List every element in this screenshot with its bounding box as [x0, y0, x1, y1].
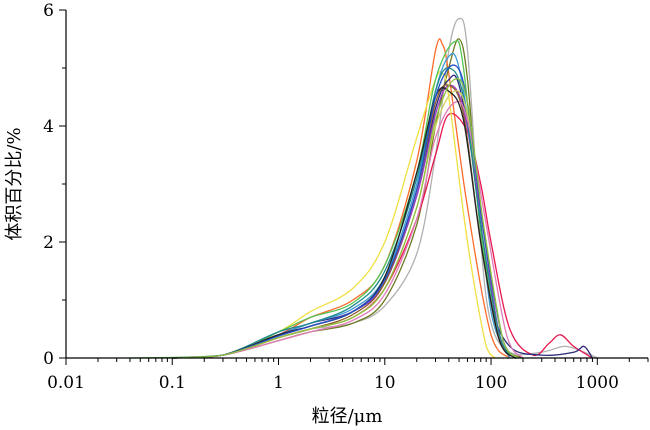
series-line-11: [171, 67, 517, 359]
x-tick-label: 0.1: [159, 373, 186, 393]
x-tick-label: 1: [273, 373, 284, 393]
series-layer: [129, 17, 598, 359]
y-tick-label: 6: [43, 1, 54, 21]
series-line-4: [171, 112, 594, 359]
series-line-16: [171, 77, 519, 359]
axes-layer: 0.01 0.1 1 10 100 1000 0 2 4 6: [43, 1, 649, 393]
x-axis-title: 粒径/μm: [312, 406, 383, 427]
series-line-14: [171, 86, 517, 359]
y-axis-title: 体积百分比/%: [4, 127, 25, 240]
x-tick-label: 100: [475, 373, 507, 393]
series-line-15: [171, 64, 519, 359]
y-tick-label: 2: [43, 233, 54, 253]
y-tick-label: 0: [43, 349, 54, 369]
x-tick-label: 0.01: [47, 373, 85, 393]
y-tick-label: 4: [43, 117, 54, 137]
x-tick-label: 1000: [576, 373, 619, 393]
series-line-13: [171, 100, 524, 359]
series-line-1: [171, 17, 598, 359]
x-tick-label: 10: [374, 373, 396, 393]
series-line-6: [171, 74, 594, 359]
